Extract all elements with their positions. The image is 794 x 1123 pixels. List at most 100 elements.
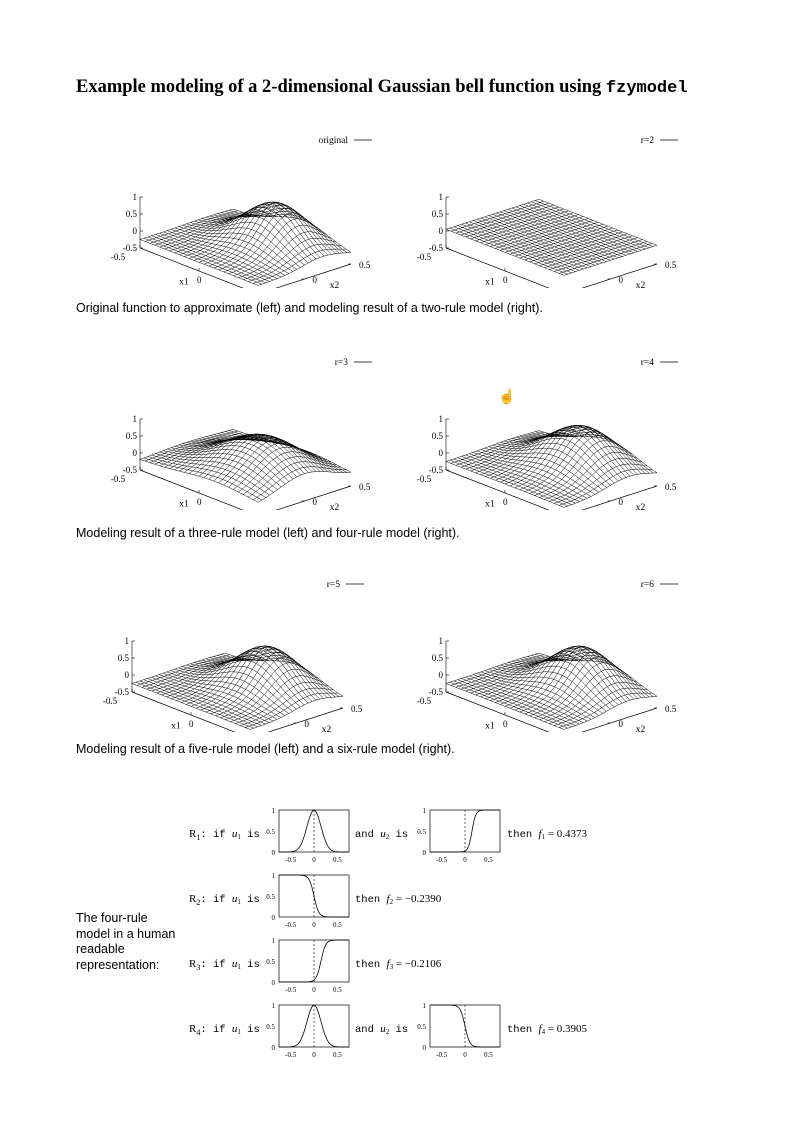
z-tick-label: 0 (133, 226, 138, 236)
mf-x-tick-label: -0.5 (285, 921, 297, 929)
membership-curve (430, 1004, 500, 1048)
mesh-line-x1 (554, 241, 648, 272)
x2-tick-label: 0 (619, 275, 624, 285)
mesh-line-x2 (232, 208, 352, 253)
mf-x-tick-label: 0.5 (484, 1051, 493, 1059)
mesh-line-x1 (445, 652, 540, 684)
caption-2: Modeling result of a three-rule model (l… (76, 526, 460, 540)
x1-axis-label: x1 (179, 278, 189, 288)
mesh-line-x2 (527, 429, 646, 474)
mesh-line-x2 (531, 655, 650, 698)
x2-tick-label: 0 (313, 497, 318, 507)
mesh-line-x1 (198, 434, 293, 477)
x2-axis-label: x2 (636, 725, 646, 732)
x2-axis-label: x2 (636, 281, 646, 288)
mesh-line-x2 (519, 205, 638, 252)
floor-edge (445, 469, 658, 510)
page-title: Example modeling of a 2-dimensional Gaus… (76, 77, 688, 98)
mf-x-tick-label: 0 (312, 921, 316, 929)
mesh-line-x2 (174, 441, 294, 480)
x1-tick-label: 0 (503, 497, 508, 507)
mesh-line-x1 (174, 214, 268, 254)
mesh-line-x2 (535, 200, 654, 247)
x1-tick-label: 0 (503, 275, 508, 285)
surface-mesh (445, 199, 658, 276)
mf-y-tick-label: 0.5 (266, 1023, 275, 1031)
mesh-line-x1 (554, 463, 648, 504)
mesh-line-x2 (143, 679, 262, 726)
mesh-line-x2 (527, 652, 646, 698)
x2-axis-label: x2 (330, 281, 340, 288)
rule-1-u2-membership: 1 0.5 0 -0.5 0 0.5 (417, 807, 501, 864)
mesh-line-x1 (549, 458, 643, 502)
mesh-line-x1 (554, 687, 648, 726)
z-tick-label: 0.5 (432, 431, 444, 441)
caption-3: Modeling result of a five-rule model (le… (76, 742, 455, 756)
mf-y-tick-label: 0.5 (417, 828, 426, 836)
x1-axis-label: x1 (485, 278, 495, 288)
mf-x-tick-label: 0 (312, 986, 316, 994)
mesh-line-x2 (523, 204, 642, 251)
rule-3-u1-membership: 1 0.5 0 -0.5 0 0.5 (266, 937, 350, 994)
mesh-line-x2 (217, 433, 336, 473)
mesh-line-x1 (563, 696, 658, 730)
membership-curve (279, 939, 349, 983)
mf-y-tick-label: 0 (272, 1044, 276, 1052)
floor-edge (445, 247, 658, 288)
mesh-line-x2 (453, 458, 572, 505)
mesh-line-x1 (139, 208, 234, 240)
z-tick-label: 0.5 (118, 653, 130, 663)
mesh-line-x1 (480, 434, 574, 475)
mf-y-tick-label: 1 (423, 1002, 427, 1010)
mesh-line-x2 (492, 214, 611, 261)
surface-mesh (131, 645, 344, 730)
mesh-line-x2 (217, 205, 336, 254)
mesh-line-x2 (523, 427, 642, 474)
rule-2-label: R2: if u1 is (189, 893, 260, 907)
mesh-line-x1 (141, 656, 235, 688)
mesh-line-x1 (504, 646, 599, 707)
mf-x-tick-label: 0.5 (484, 856, 493, 864)
mesh-line-x1 (190, 646, 285, 707)
mesh-line-x1 (240, 687, 334, 726)
mesh-line-x2 (496, 212, 615, 260)
x2-tick-label: 0 (313, 275, 318, 285)
rule-4-u2-membership: 1 0.5 0 -0.5 0 0.5 (417, 1002, 501, 1059)
z-tick-label: 0.5 (432, 653, 444, 663)
x2-tick-label: 0.5 (359, 482, 371, 492)
surface-mesh (445, 424, 658, 508)
mesh-line-x2 (538, 652, 658, 697)
mesh-line-x2 (217, 655, 336, 698)
mesh-line-x2 (449, 459, 568, 507)
mesh-line-x1 (563, 472, 658, 508)
z-tick-label: 0 (439, 670, 444, 680)
mf-y-tick-label: 0 (272, 849, 276, 857)
mesh-line-x1 (253, 248, 347, 284)
rule-3-label: R3: if u1 is (189, 958, 260, 972)
mesh-line-x2 (221, 208, 340, 254)
z-tick-label: 0.5 (126, 431, 138, 441)
z-tick-label: 0 (125, 670, 130, 680)
rule-4-and: and u2 is (355, 1023, 408, 1036)
legend-label: r=6 (641, 580, 655, 590)
mf-y-tick-label: 1 (272, 807, 276, 815)
x1-axis-label: x1 (485, 500, 495, 510)
mf-x-tick-label: 0 (463, 856, 467, 864)
surface-mesh (139, 429, 352, 503)
mesh-line-x2 (457, 679, 576, 726)
mesh-line-x2 (538, 430, 658, 474)
rule-2-u1-membership: 1 0.5 0 -0.5 0 0.5 (266, 872, 350, 929)
mf-x-tick-label: 0.5 (333, 856, 342, 864)
x1-tick-label: -0.5 (103, 696, 118, 706)
side-label: The four-rule model in a human readable … (76, 911, 176, 972)
axes-frame (445, 196, 658, 288)
mf-y-tick-label: 1 (272, 872, 276, 880)
mesh-line-x1 (252, 466, 347, 500)
x1-axis-label: x1 (179, 500, 189, 510)
x2-axis-label: x2 (330, 503, 340, 510)
mesh-line-x2 (209, 649, 328, 698)
x2-tick-label: 0.5 (359, 260, 371, 270)
mesh-line-x2 (538, 199, 658, 246)
